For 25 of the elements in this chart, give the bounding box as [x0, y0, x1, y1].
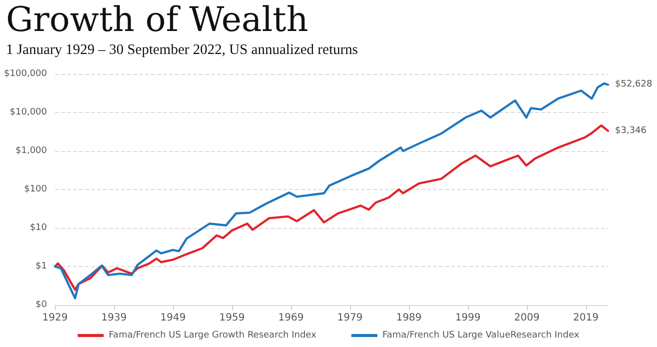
x-tick-label: 1999 [455, 312, 481, 324]
x-tick-label: 1929 [42, 312, 68, 324]
line-series [54, 82, 610, 300]
legend-label: Fama/French US Large ValueResearch Index [382, 330, 580, 340]
x-tick-label: 1959 [219, 312, 245, 324]
annotation: $3,346 [615, 126, 647, 136]
x-tick-label: 1989 [396, 312, 422, 324]
x-tick-label: 2019 [573, 312, 599, 324]
chart-title: Growth of Wealth [6, 0, 308, 40]
x-tick-label: 2009 [514, 312, 540, 324]
y-tick-label: $1 [36, 262, 47, 272]
x-tick-label: 1949 [160, 312, 186, 324]
y-tick-label: $100 [24, 184, 48, 194]
y-tick-label: $1,000 [16, 146, 48, 156]
y-tick-label: $10,000 [10, 108, 48, 118]
y-tick-label: $10 [30, 223, 48, 233]
annotation: $52,628 [615, 80, 652, 90]
x-tick-label: 1979 [337, 312, 363, 324]
y-tick-label: $100,000 [4, 69, 48, 79]
line-series [54, 124, 610, 291]
chart-subtitle: 1 January 1929 – 30 September 2022, US annualized returns [6, 42, 358, 59]
x-tick-label: 1969 [278, 312, 304, 324]
x-tick-label: 1939 [101, 312, 127, 324]
y-tick-label: $0 [36, 300, 48, 310]
legend-label: Fama/French US Large Growth Research Index [108, 330, 318, 340]
